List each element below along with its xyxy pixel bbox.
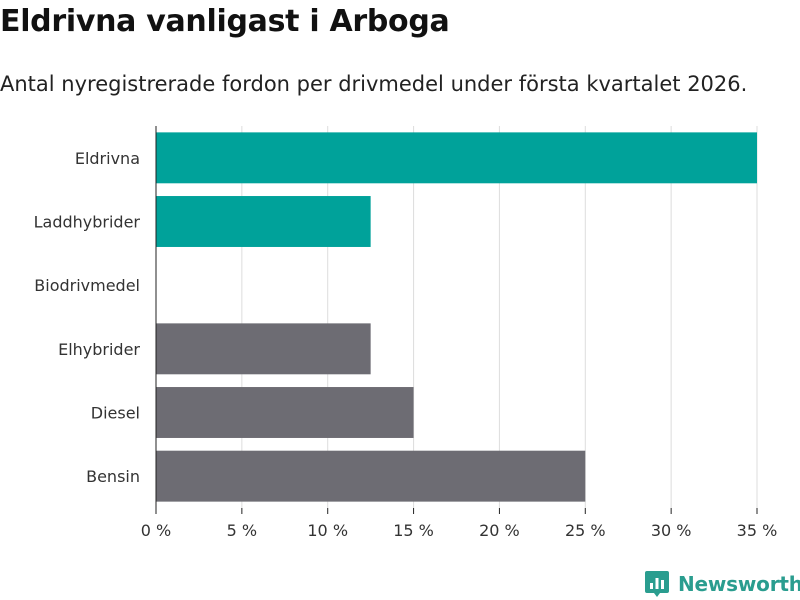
category-label: Elhybrider bbox=[58, 340, 140, 359]
bar-chart: Eldrivna Laddhybrider Biodrivmedel Elhybrid… bbox=[34, 126, 778, 540]
brand-name: Newsworthy bbox=[678, 572, 800, 596]
x-tick-label: 5 % bbox=[227, 521, 257, 540]
category-label: Eldrivna bbox=[75, 149, 140, 168]
category-label: Laddhybrider bbox=[34, 213, 141, 232]
x-tick-label: 25 % bbox=[565, 521, 606, 540]
x-tick-label: 35 % bbox=[737, 521, 778, 540]
bar-chart-pin-icon bbox=[645, 571, 669, 597]
bar bbox=[156, 387, 414, 438]
category-label: Biodrivmedel bbox=[34, 276, 140, 295]
x-tick-label: 15 % bbox=[393, 521, 434, 540]
bar bbox=[156, 450, 586, 502]
bar bbox=[156, 323, 371, 375]
x-tick-label: 20 % bbox=[479, 521, 520, 540]
brand-logo: Newsworthy bbox=[644, 568, 800, 600]
bar bbox=[156, 132, 757, 184]
category-label: Bensin bbox=[86, 467, 140, 486]
x-tick-label: 0 % bbox=[141, 521, 171, 540]
x-tick-label: 10 % bbox=[307, 521, 348, 540]
x-tick-label: 30 % bbox=[651, 521, 692, 540]
chart-title: Eldrivna vanligast i Arboga bbox=[0, 4, 450, 39]
bar bbox=[156, 196, 371, 247]
category-label: Diesel bbox=[91, 404, 140, 423]
chart-subtitle: Antal nyregistrerade fordon per drivmede… bbox=[0, 72, 748, 96]
